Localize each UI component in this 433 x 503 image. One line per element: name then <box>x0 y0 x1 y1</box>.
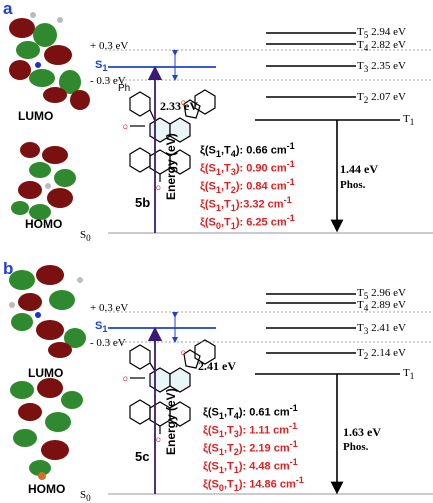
phos-gap-label: 1.44 eV <box>340 162 378 176</box>
homo-label: HOMO <box>25 217 63 231</box>
s0-label: S0 <box>80 489 91 503</box>
soc-s0-t1: ξ(S0,T1): 14.86 cm-1 <box>203 475 304 493</box>
t3-level: T3 2.35 eV <box>357 60 406 75</box>
panel-b: O O O b LUMO HOMO 5c S0 S1 + 0.3 eV - 0.… <box>0 250 433 503</box>
t1-level: T1 <box>403 367 415 382</box>
s1-energy-label: 2.41 eV <box>198 359 236 373</box>
svg-text:O: O <box>181 351 186 357</box>
t4-level: T4 2.82 eV <box>357 39 406 54</box>
lumo-label: LUMO <box>28 366 64 380</box>
s1-label: S1 <box>95 59 108 74</box>
soc-s1-t3: ξ(S1,T3): 0.90 cm-1 <box>200 159 295 177</box>
svg-text:O: O <box>156 438 161 444</box>
compound-label: 5b <box>135 195 151 210</box>
soc-s1-t4: ξ(S1,T4): 0.66 cm-1 <box>200 141 295 159</box>
plus-window-label: + 0.3 eV <box>90 40 129 52</box>
panel-label: b <box>3 259 14 278</box>
soc-s1-t2: ξ(S1,T2): 0.84 cm-1 <box>200 177 295 195</box>
phos-gap-label: 1.63 eV <box>343 425 381 439</box>
lumo-orbital-image <box>9 265 86 358</box>
energy-axis-label: Energy (eV) <box>164 388 178 455</box>
soc-s1-t2: ξ(S1,T2): 2.19 cm-1 <box>203 439 298 457</box>
svg-text:O: O <box>123 125 128 131</box>
homo-label: HOMO <box>28 482 66 496</box>
soc-s1-t1: ξ(S1,T1):3.32 cm-1 <box>200 195 292 213</box>
panel-a-graphics: O O O <box>9 12 433 234</box>
s0-label: S0 <box>80 229 91 244</box>
t1-level: T1 <box>403 113 415 128</box>
phos-label: Phos. <box>343 441 369 453</box>
soc-s1-t4: ξ(S1,T4): 0.61 cm-1 <box>203 403 298 421</box>
lumo-label: LUMO <box>18 109 54 123</box>
lumo-orbital-image <box>9 12 90 110</box>
phos-label: Phos. <box>340 179 366 191</box>
t2-level: T2 2.07 eV <box>357 91 406 106</box>
t5-level: T5 2.94 eV <box>357 26 406 41</box>
t3-level: T3 2.41 eV <box>357 322 406 337</box>
soc-s1-t3: ξ(S1,T3): 1.11 cm-1 <box>203 421 298 439</box>
svg-text:O: O <box>181 101 186 107</box>
t5-level: T5 2.96 eV <box>357 287 406 302</box>
energy-axis-label: Energy (eV) <box>164 133 178 200</box>
compound-label: 5c <box>135 449 150 464</box>
panel-a: O O O a LUMO HOMO Ph 5b S0 S1 + 0.3 eV -… <box>0 0 433 250</box>
svg-text:O: O <box>156 186 161 192</box>
soc-s1-t1: ξ(S1,T1): 4.48 cm-1 <box>203 457 298 475</box>
plus-window-label: + 0.3 eV <box>90 302 129 314</box>
t4-level: T4 2.89 eV <box>357 299 406 314</box>
s1-label: S1 <box>95 320 108 335</box>
minus-window-label: - 0.3 eV <box>90 337 126 349</box>
soc-s0-t1: ξ(S0,T1): 6.25 cm-1 <box>200 213 295 231</box>
substituent-label: Ph <box>118 83 131 94</box>
s1-energy-label: 2.33 eV <box>160 99 198 113</box>
homo-orbital-image <box>11 142 76 220</box>
homo-orbital-image <box>10 378 83 480</box>
panel-label: a <box>3 0 13 18</box>
svg-text:O: O <box>123 377 128 383</box>
minus-window-label: - 0.3 eV <box>90 75 126 87</box>
panel-b-graphics: O O O <box>9 265 433 495</box>
t2-level: T2 2.14 eV <box>357 347 406 362</box>
